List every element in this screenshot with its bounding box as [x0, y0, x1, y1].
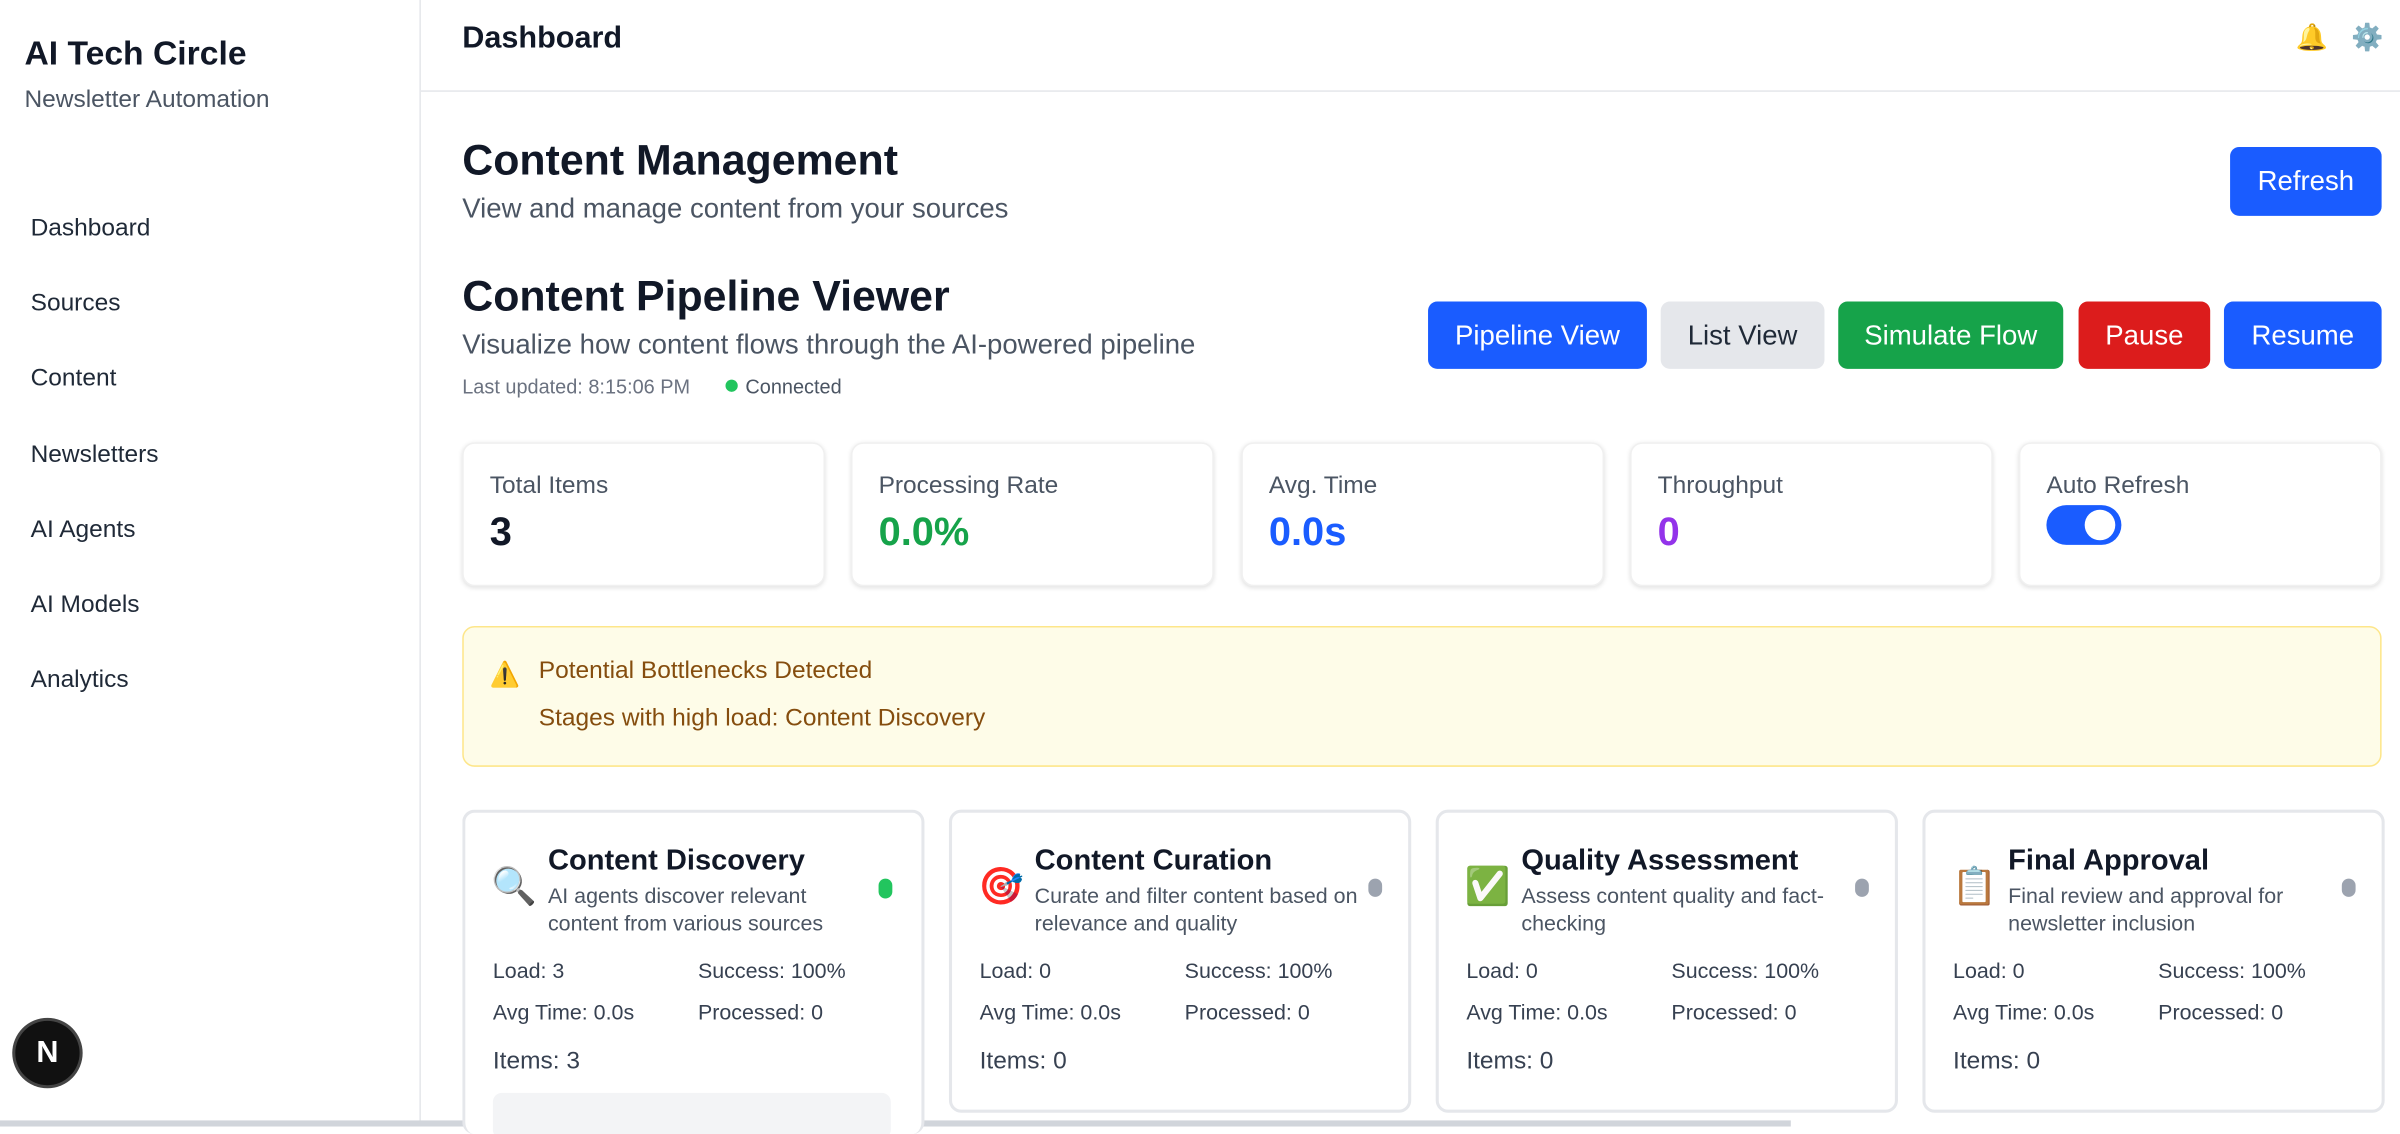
- stat-card: Total Items 3: [462, 442, 825, 587]
- view-button[interactable]: Pipeline View: [1428, 301, 1647, 369]
- stage-avg-time: Avg Time: 0.0s: [1466, 999, 1608, 1024]
- nav-item[interactable]: Content: [30, 365, 117, 392]
- stage-success: Success: 100%: [1671, 958, 1820, 983]
- stat-label: Auto Refresh: [2046, 472, 2190, 499]
- stage-icon: 🎯: [978, 866, 1024, 908]
- stat-label: Throughput: [1657, 472, 1783, 499]
- stage-avg-time: Avg Time: 0.0s: [1953, 999, 2095, 1024]
- stat-label: Processing Rate: [878, 472, 1059, 499]
- stage-name: Content Discovery: [547, 844, 805, 878]
- last-updated: Last updated: 8:15:06 PM: [462, 374, 691, 398]
- alert-icon: ⚠️: [489, 662, 521, 689]
- dev-badge[interactable]: N: [15, 1020, 80, 1086]
- stage-card: ✅ Quality Assessment Assess content qualit…: [1435, 809, 1898, 1113]
- stage-success: Success: 100%: [1184, 958, 1333, 983]
- stage-status: [878, 878, 893, 899]
- settings[interactable]: ⚙️: [2351, 22, 2384, 53]
- stage-icon: ✅: [1464, 866, 1511, 908]
- stage-items: Items: 0: [1466, 1048, 1554, 1075]
- nav-item[interactable]: Dashboard: [30, 215, 151, 242]
- page-title: Content Management: [462, 136, 898, 184]
- stage-description: Curate and filter content based on relev…: [1034, 883, 1358, 936]
- stat-value: 3: [489, 508, 512, 555]
- stage-description: Assess content quality and fact-checking: [1521, 883, 1824, 936]
- stage-card: 🎯 Content Curation Curate and filter conte…: [948, 809, 1412, 1113]
- nav-item[interactable]: Sources: [30, 290, 121, 317]
- stage-processed: Processed: 0: [1671, 999, 1797, 1024]
- stage-status: [1855, 878, 1869, 897]
- stat-card: Throughput 0: [1630, 442, 1993, 587]
- bell[interactable]: 🔔: [2295, 22, 2329, 53]
- stage-load: Load: 0: [1466, 958, 1538, 983]
- stage-name: Quality Assessment: [1521, 844, 1799, 878]
- toggle[interactable]: [2046, 505, 2122, 545]
- stage-card: 🔍 Content Discovery AI agents discover rel…: [462, 809, 925, 1134]
- stage-load: Load: 0: [1953, 958, 2025, 983]
- brand: AI Tech Circle: [24, 33, 247, 72]
- alert-text: Stages with high load: Content Discovery: [538, 705, 986, 732]
- view-button[interactable]: List View: [1660, 301, 1825, 369]
- sidebar: [0, 0, 421, 1127]
- nav-item[interactable]: Analytics: [30, 667, 129, 694]
- stage-name: Content Curation: [1034, 844, 1273, 878]
- view-button[interactable]: Pause: [2078, 301, 2211, 369]
- stage-success: Success: 100%: [2158, 958, 2306, 983]
- refresh-button[interactable]: Refresh: [2230, 146, 2382, 216]
- pipeline-subtitle: Visualize how content flows through the …: [462, 329, 1196, 360]
- stage-success: Success: 100%: [697, 958, 846, 983]
- stage-items: Items: 0: [1953, 1048, 2041, 1075]
- item-preview[interactable]: [492, 1092, 891, 1134]
- stage-processed: Processed: 0: [697, 999, 824, 1024]
- nav-item[interactable]: Newsletters: [30, 442, 159, 469]
- view-button[interactable]: Simulate Flow: [1838, 301, 2064, 369]
- brand-subtitle: Newsletter Automation: [24, 87, 270, 114]
- stage-avg-time: Avg Time: 0.0s: [979, 999, 1121, 1024]
- view-button[interactable]: Resume: [2223, 301, 2382, 369]
- page-subtitle: View and manage content from your source…: [462, 192, 1009, 224]
- header-title: Dashboard: [462, 21, 623, 56]
- stage-icon: 📋: [1951, 866, 1998, 908]
- stat-label: Avg. Time: [1268, 472, 1378, 499]
- stage-card: 📋 Final Approval Final review and approval…: [1922, 809, 2385, 1113]
- stage-icon: 🔍: [491, 866, 538, 908]
- stage-items: Items: 3: [492, 1048, 580, 1075]
- stage-processed: Processed: 0: [1184, 999, 1310, 1024]
- alert-title: Potential Bottlenecks Detected: [538, 658, 873, 685]
- stage-status: [2341, 878, 2356, 897]
- nav-item[interactable]: AI Agents: [30, 517, 136, 544]
- stat-card: Auto Refresh: [2018, 442, 2382, 587]
- stage-processed: Processed: 0: [2158, 999, 2284, 1024]
- stage-description: AI agents discover relevant content from…: [547, 883, 824, 936]
- stat-value: 0.0%: [878, 508, 970, 555]
- nav-item[interactable]: AI Models: [30, 592, 140, 619]
- stat-value: 0.0s: [1268, 508, 1347, 555]
- toggle-knob: [2084, 509, 2116, 541]
- stage-items: Items: 0: [979, 1048, 1067, 1075]
- alert: [462, 626, 2382, 767]
- stage-load: Load: 0: [979, 958, 1052, 983]
- status: Connected: [745, 374, 842, 398]
- stage-name: Final Approval: [2008, 844, 2210, 878]
- header: [420, 0, 2400, 92]
- stat-card: Processing Rate 0.0%: [851, 442, 1214, 587]
- pipeline-title: Content Pipeline Viewer: [462, 272, 950, 320]
- stat-card: Avg. Time 0.0s: [1241, 442, 1605, 587]
- stage-avg-time: Avg Time: 0.0s: [492, 999, 635, 1024]
- stage-description: Final review and approval for newsletter…: [2008, 883, 2284, 936]
- stage-load: Load: 3: [492, 958, 565, 983]
- stat-value: 0: [1657, 508, 1680, 555]
- stage-status: [1368, 878, 1383, 897]
- stat-label: Total Items: [489, 472, 609, 499]
- status-dot: [725, 379, 738, 392]
